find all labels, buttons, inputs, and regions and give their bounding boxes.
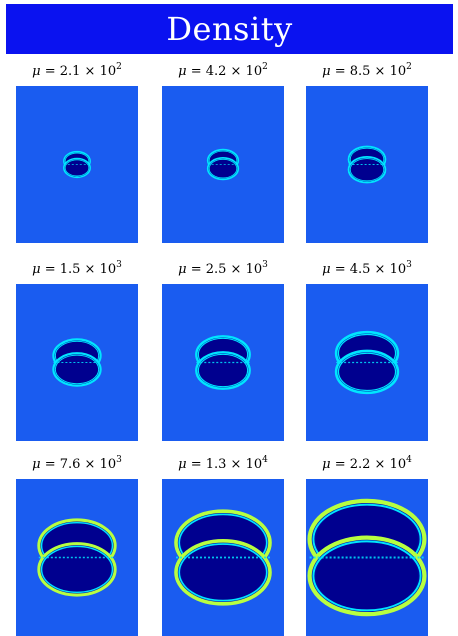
- panel-label: μ = 4.2 × 102: [148, 62, 298, 79]
- mu-exponent: 4: [406, 455, 412, 465]
- lower-lobe: [206, 157, 240, 181]
- mu-exponent: 2: [406, 62, 412, 72]
- lower-lobe: [347, 155, 387, 184]
- mu-prefix: μ =: [178, 457, 206, 472]
- lower-lobe: [37, 542, 117, 597]
- panel-label: μ = 2.1 × 102: [2, 62, 152, 79]
- mu-times-ten: × 10: [80, 457, 117, 472]
- panel-label: μ = 1.5 × 103: [2, 260, 152, 277]
- density-panel: [306, 479, 428, 636]
- lower-lobe-inner-rim: [178, 543, 268, 602]
- panel-label: μ = 2.2 × 104: [292, 455, 442, 472]
- density-field-svg: [195, 335, 251, 390]
- mu-mantissa: 2.1: [59, 64, 81, 79]
- mu-mantissa: 2.2: [349, 457, 371, 472]
- mu-exponent: 2: [116, 62, 122, 72]
- mu-times-ten: × 10: [80, 64, 117, 79]
- mu-prefix: μ =: [178, 64, 206, 79]
- density-panel: [162, 284, 284, 441]
- lower-lobe-inner-rim: [197, 353, 249, 388]
- lower-lobe-inner-rim: [208, 158, 238, 179]
- lower-lobe: [195, 351, 251, 390]
- lower-lobe: [63, 157, 91, 179]
- mu-mantissa: 8.5: [349, 64, 371, 79]
- page-title: Density: [166, 10, 293, 48]
- panel-label: μ = 7.6 × 103: [2, 455, 152, 472]
- mu-mantissa: 2.5: [205, 262, 227, 277]
- density-field-svg: [347, 145, 387, 184]
- density-panel: [16, 479, 138, 636]
- mu-exponent: 3: [406, 260, 412, 270]
- density-field-svg: [63, 150, 91, 179]
- mu-prefix: μ =: [32, 262, 60, 277]
- mu-mantissa: 4.2: [205, 64, 227, 79]
- panel-label: μ = 2.5 × 103: [148, 260, 298, 277]
- density-field-svg: [307, 498, 427, 617]
- mu-times-ten: × 10: [80, 262, 117, 277]
- density-field-svg: [206, 148, 240, 181]
- mu-prefix: μ =: [32, 457, 60, 472]
- mu-prefix: μ =: [322, 262, 350, 277]
- mu-prefix: μ =: [32, 64, 60, 79]
- mu-mantissa: 7.6: [59, 457, 81, 472]
- lower-lobe-inner-rim: [64, 159, 90, 177]
- mu-times-ten: × 10: [226, 457, 263, 472]
- lower-lobe-inner-rim: [40, 545, 114, 594]
- lower-lobe-inner-rim: [54, 354, 100, 385]
- lower-lobe: [174, 539, 272, 606]
- panel-label: μ = 4.5 × 103: [292, 260, 442, 277]
- mu-times-ten: × 10: [226, 262, 263, 277]
- density-field-svg: [174, 509, 272, 606]
- mu-times-ten: × 10: [370, 64, 407, 79]
- density-field-svg: [52, 338, 102, 387]
- mu-times-ten: × 10: [370, 457, 407, 472]
- mu-mantissa: 1.3: [205, 457, 227, 472]
- mu-exponent: 3: [116, 260, 122, 270]
- density-field-svg: [334, 330, 400, 395]
- title-banner: Density: [6, 4, 453, 54]
- lower-lobe: [307, 535, 427, 617]
- density-panel: [16, 86, 138, 243]
- density-panel: [162, 479, 284, 636]
- mu-exponent: 3: [262, 260, 268, 270]
- lower-lobe-inner-rim: [337, 352, 397, 392]
- mu-prefix: μ =: [322, 64, 350, 79]
- density-panel: [16, 284, 138, 441]
- lower-lobe: [334, 349, 400, 395]
- mu-times-ten: × 10: [226, 64, 263, 79]
- mu-exponent: 3: [116, 455, 122, 465]
- mu-prefix: μ =: [178, 262, 206, 277]
- mu-exponent: 2: [262, 62, 268, 72]
- mu-prefix: μ =: [322, 457, 350, 472]
- lower-lobe: [52, 352, 102, 387]
- density-panel: [306, 86, 428, 243]
- mu-times-ten: × 10: [370, 262, 407, 277]
- mu-exponent: 4: [262, 455, 268, 465]
- lower-lobe-inner-rim: [349, 158, 385, 182]
- density-panel: [162, 86, 284, 243]
- mu-mantissa: 4.5: [349, 262, 371, 277]
- mu-mantissa: 1.5: [59, 262, 81, 277]
- lower-lobe-inner-rim: [312, 540, 422, 612]
- panel-label: μ = 8.5 × 102: [292, 62, 442, 79]
- panel-label: μ = 1.3 × 104: [148, 455, 298, 472]
- density-field-svg: [37, 518, 117, 597]
- density-panel: [306, 284, 428, 441]
